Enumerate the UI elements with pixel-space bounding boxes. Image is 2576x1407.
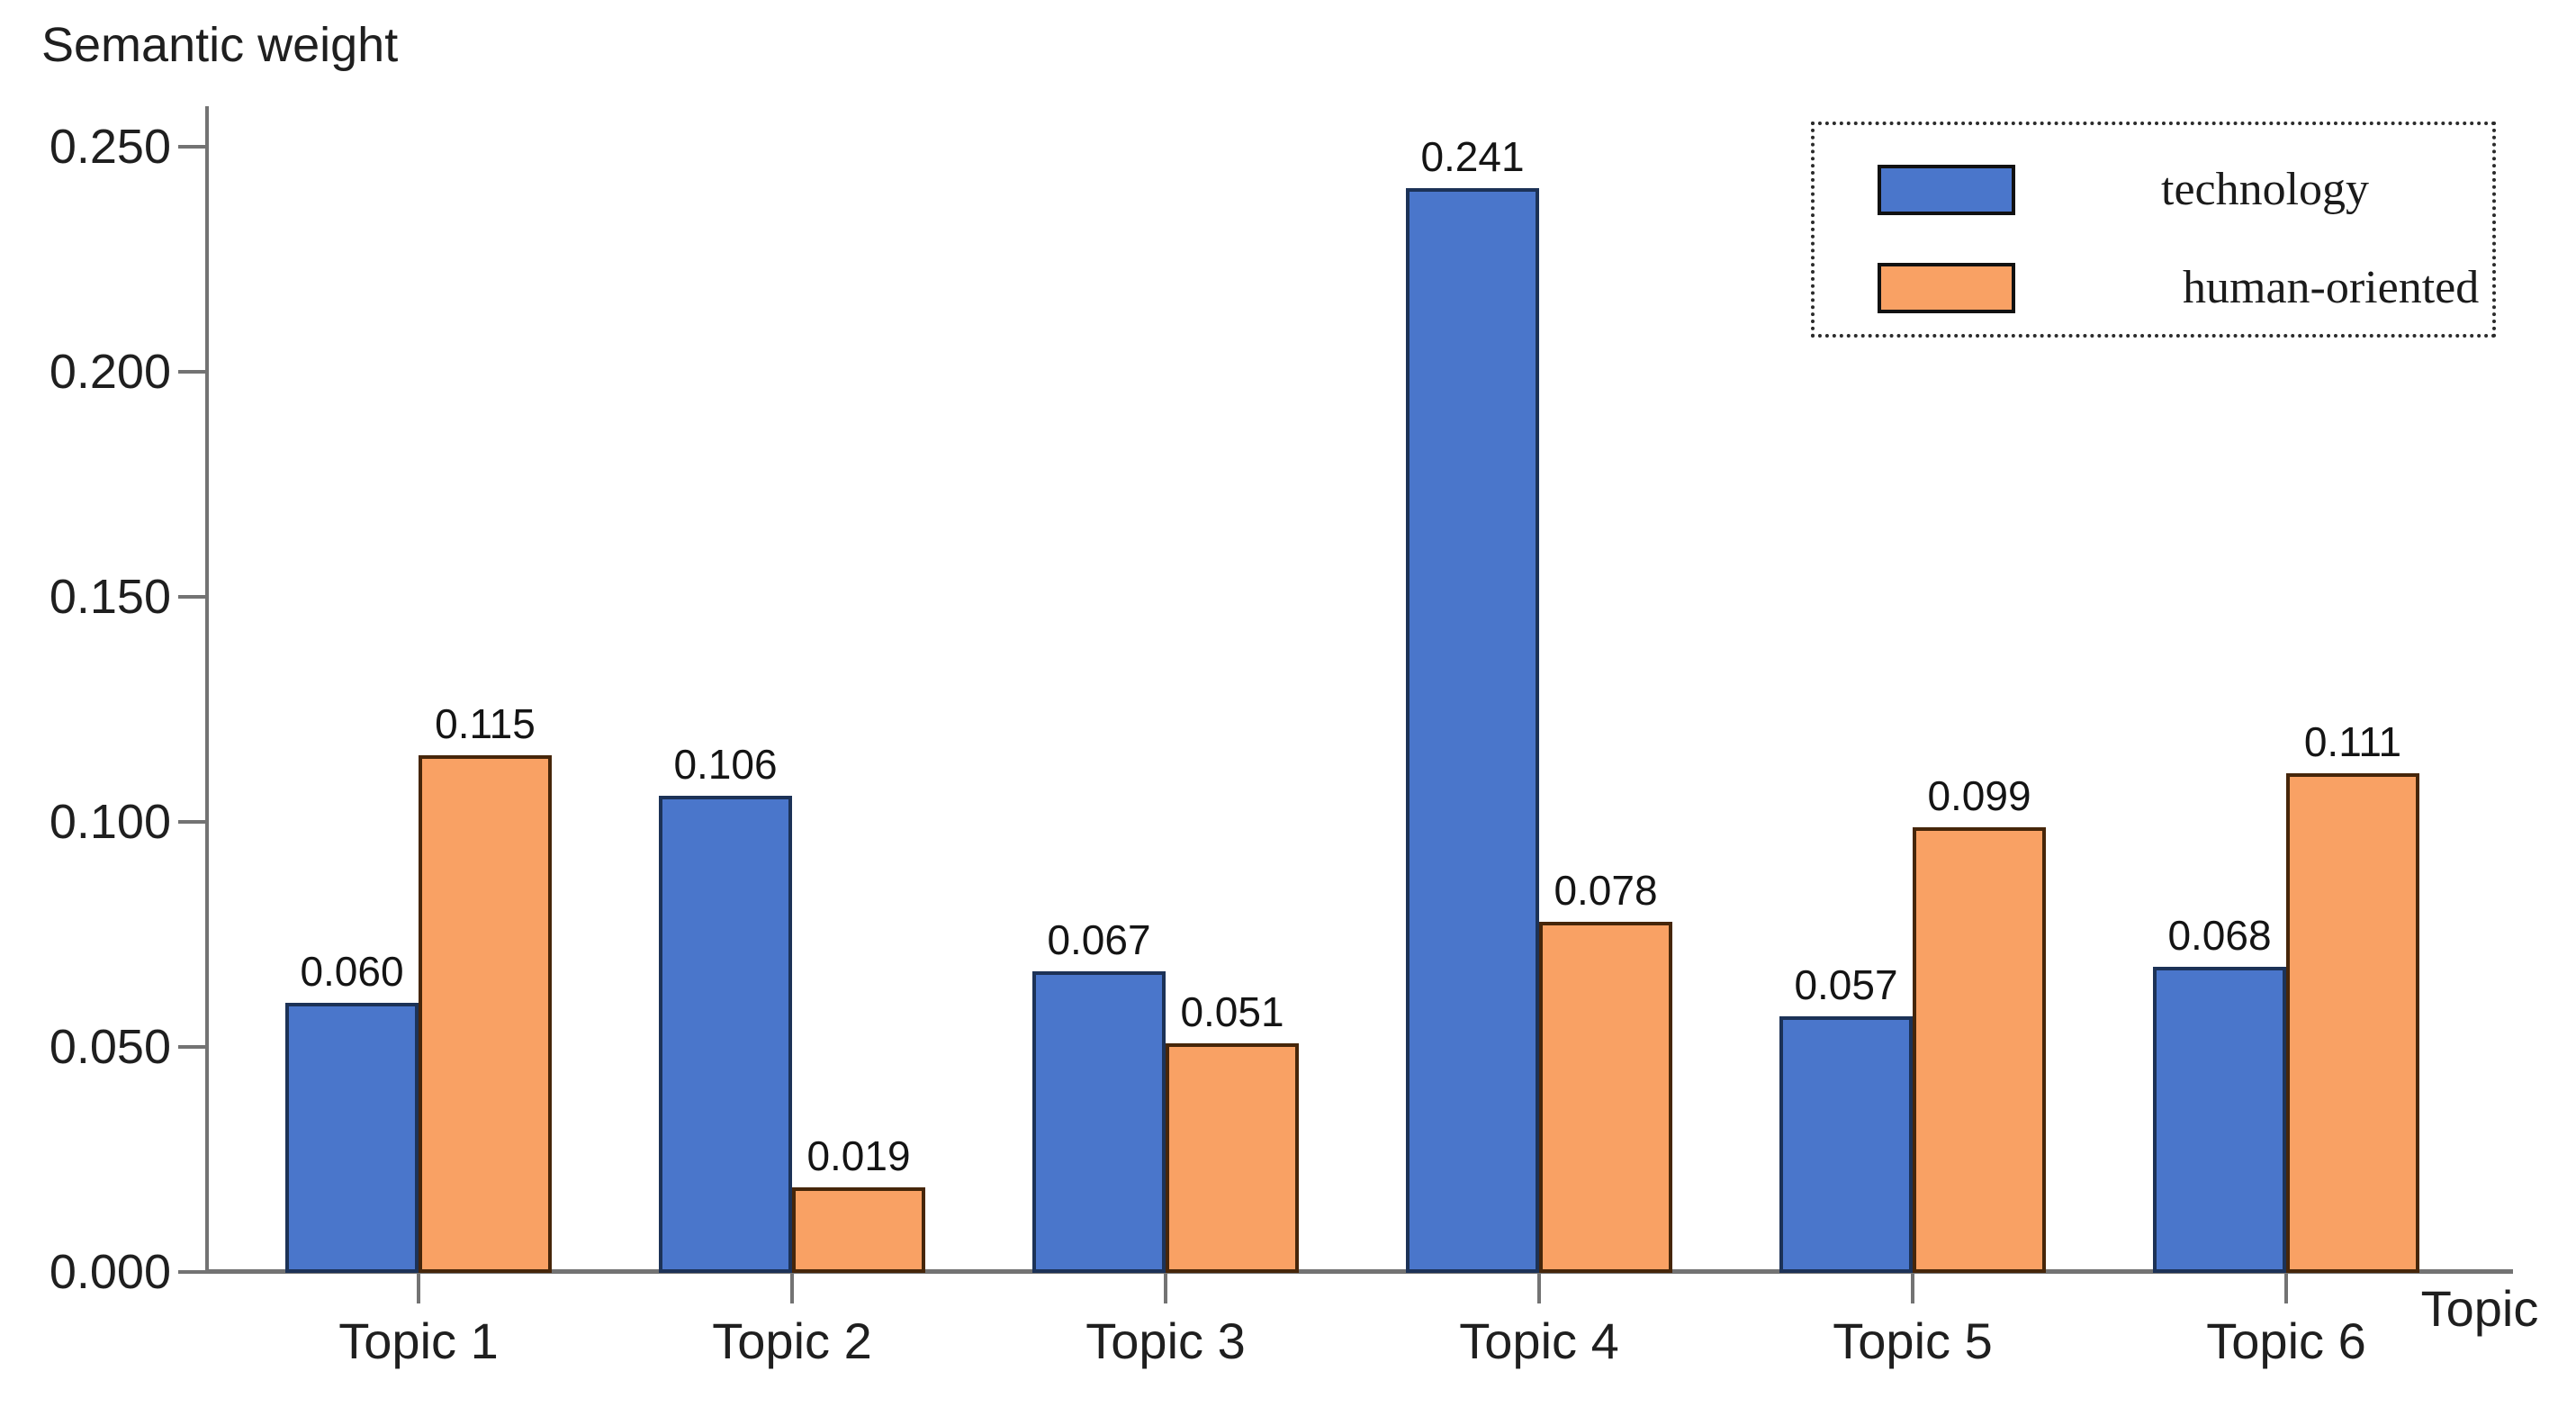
- x-tick-mark: [2284, 1273, 2288, 1303]
- x-tick-mark: [1164, 1273, 1167, 1303]
- x-category-label-topic-1: Topic 1: [338, 1312, 499, 1369]
- bar-value-label: 0.057: [1794, 961, 1898, 1008]
- legend: technology human-oriented: [1811, 122, 2496, 338]
- bar-technology-topic-5: [1779, 1016, 1913, 1273]
- x-tick-mark: [1537, 1273, 1541, 1303]
- y-tick-label: 0.000: [49, 1245, 171, 1299]
- legend-label-human-oriented: human-oriented: [2183, 262, 2480, 313]
- bar-value-label: 0.067: [1047, 916, 1151, 963]
- bar-technology-topic-2: [659, 796, 792, 1273]
- bar-value-label: 0.060: [300, 948, 404, 995]
- bar-human-oriented-topic-5: [1913, 827, 2046, 1273]
- bar-value-label: 0.106: [673, 741, 778, 788]
- x-tick-mark: [1911, 1273, 1914, 1303]
- bar-human-oriented-topic-3: [1166, 1043, 1299, 1273]
- bar-human-oriented-topic-4: [1539, 922, 1672, 1273]
- y-tick-label: 0.200: [49, 345, 171, 399]
- bar-value-label: 0.068: [2167, 912, 2272, 959]
- bar-value-label: 0.019: [806, 1132, 911, 1179]
- x-category-label-topic-2: Topic 2: [712, 1312, 872, 1369]
- bar-human-oriented-topic-6: [2286, 773, 2419, 1273]
- bar-value-label: 0.078: [1554, 867, 1658, 914]
- y-tick-mark: [178, 370, 205, 374]
- legend-label-technology: technology: [2161, 164, 2370, 215]
- y-tick-label: 0.150: [49, 570, 171, 624]
- x-category-label-topic-4: Topic 4: [1459, 1312, 1619, 1369]
- x-category-label-topic-3: Topic 3: [1085, 1312, 1246, 1369]
- bar-technology-topic-1: [285, 1003, 419, 1273]
- y-tick-mark: [178, 820, 205, 824]
- bar-value-label: 0.099: [1927, 772, 2031, 819]
- bar-value-label: 0.051: [1180, 988, 1284, 1035]
- y-tick-label: 0.100: [49, 795, 171, 849]
- y-tick-label: 0.050: [49, 1020, 171, 1074]
- y-tick-mark: [178, 1270, 205, 1274]
- x-tick-mark: [790, 1273, 794, 1303]
- bar-technology-topic-3: [1032, 971, 1166, 1273]
- bar-value-label: 0.241: [1420, 133, 1525, 180]
- bar-value-label: 0.111: [2303, 718, 2402, 765]
- bar-technology-topic-6: [2153, 967, 2286, 1273]
- x-category-label-topic-5: Topic 5: [1833, 1312, 1993, 1369]
- bar-technology-topic-4: [1406, 188, 1539, 1273]
- y-axis-line: [205, 106, 209, 1273]
- x-tick-mark: [417, 1273, 420, 1303]
- x-category-label-topic-6: Topic 6: [2206, 1312, 2366, 1369]
- x-axis-line: [205, 1269, 2513, 1274]
- y-tick-label: 0.250: [49, 120, 171, 174]
- y-tick-mark: [178, 595, 205, 599]
- y-tick-mark: [178, 145, 205, 149]
- legend-swatch-human-oriented: [1878, 263, 2015, 313]
- legend-swatch-technology: [1878, 165, 2015, 215]
- x-axis-title: Topic: [2420, 1280, 2539, 1337]
- bar-human-oriented-topic-2: [792, 1187, 925, 1273]
- y-tick-mark: [178, 1045, 205, 1049]
- y-axis-title: Semantic weight: [41, 18, 399, 72]
- bar-value-label: 0.115: [435, 700, 536, 747]
- bar-human-oriented-topic-1: [419, 755, 552, 1273]
